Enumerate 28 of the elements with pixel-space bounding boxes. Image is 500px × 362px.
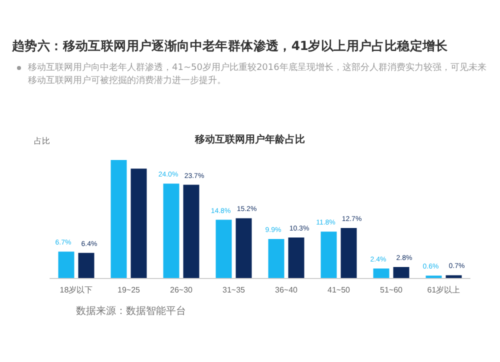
chart-title: 移动互联网用户年龄占比	[194, 134, 305, 146]
bar	[216, 220, 232, 278]
bar	[446, 275, 462, 278]
bar	[183, 184, 200, 278]
x-tick-label: 61岁以上	[427, 286, 460, 294]
bar	[373, 268, 390, 278]
bar	[320, 232, 337, 278]
x-tick-label: 26~30	[170, 286, 194, 294]
x-tick-label: 19~25	[118, 286, 141, 294]
bar	[130, 168, 147, 278]
bar	[236, 218, 252, 278]
x-tick-label: 41~50	[328, 286, 351, 294]
bar	[340, 228, 357, 278]
bar	[268, 239, 284, 278]
bar	[110, 160, 127, 278]
bar	[393, 266, 410, 278]
x-tick-label: 36~40	[275, 286, 298, 294]
chart-subtitle: 趋势六：移动互联网用户逐渐向中老年群体渗透，41岁以上用户占比稳定增长	[12, 38, 449, 55]
bar	[288, 237, 304, 278]
bar	[58, 252, 74, 278]
x-tick-label: 18岁以下	[60, 286, 93, 294]
source-note: 数据来源：数据智能平台	[76, 304, 186, 318]
bar	[163, 184, 180, 278]
x-tick-label: 31~35	[222, 286, 246, 294]
y-axis-title: 占比	[34, 136, 50, 146]
text: 移动互联网用户向中老年人群渗透，41~50岁用户比重较2016年底呈现增长，这部分人群消费实力较强，可见未来移动互联网用户可被挖掘的消费潜力进一步提升。	[28, 62, 488, 88]
bar	[78, 252, 94, 278]
x-tick-label: 51~60	[380, 286, 404, 294]
